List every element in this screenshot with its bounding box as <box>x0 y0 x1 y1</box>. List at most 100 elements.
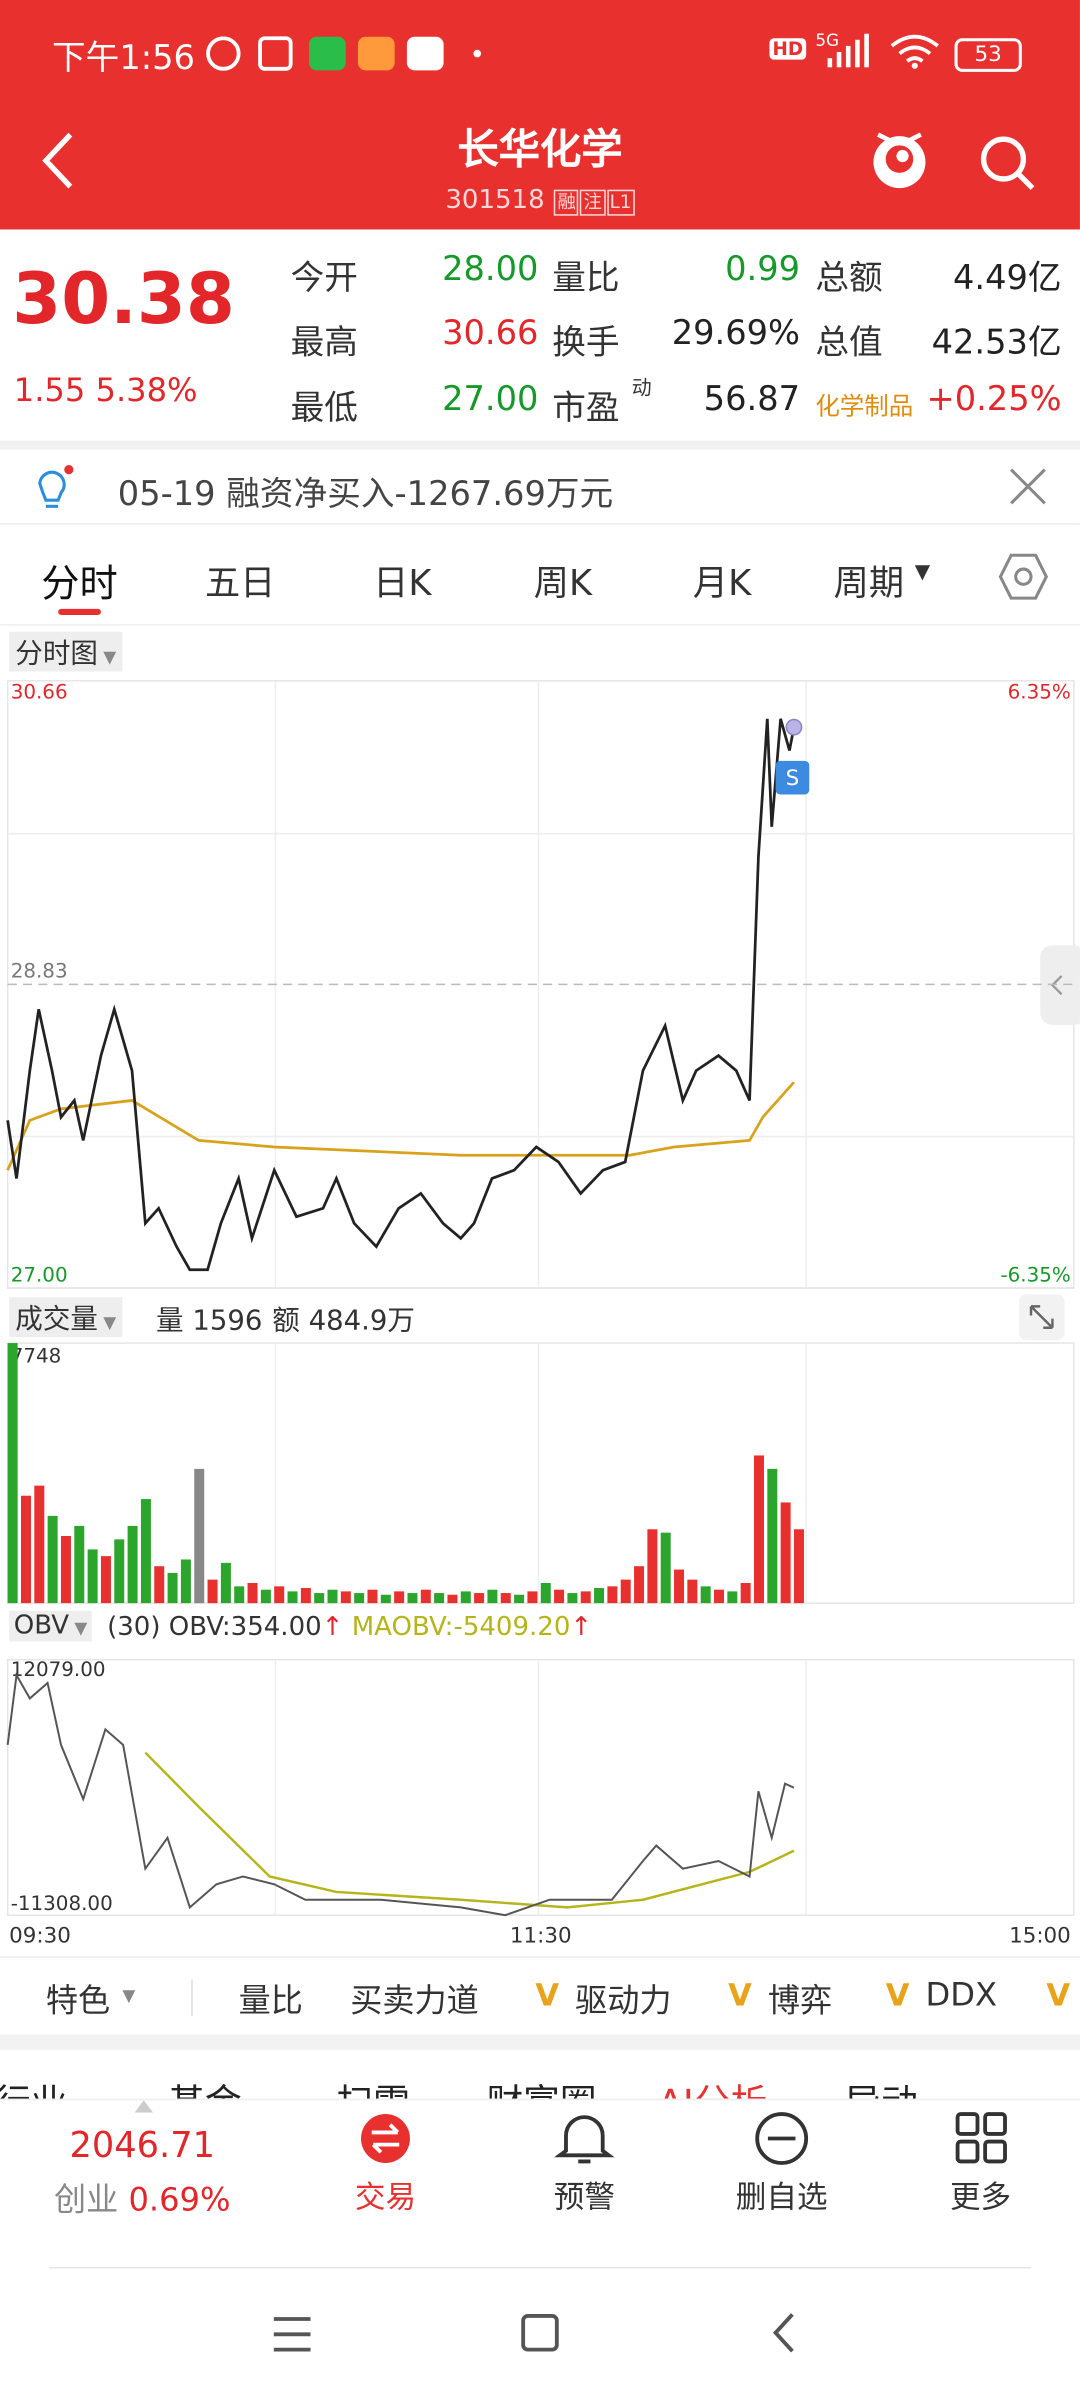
index-change: 0.69% <box>128 2181 231 2219</box>
section-tab[interactable]: 基金 <box>168 2073 241 2099</box>
y2-tick-label: -6.35% <box>1000 1263 1070 1286</box>
volume-bar <box>634 1566 645 1604</box>
volume-bar <box>793 1529 804 1604</box>
settings-icon[interactable] <box>997 551 1049 603</box>
volume-bar <box>60 1535 71 1604</box>
tab[interactable]: 五日 <box>204 564 276 605</box>
volume-bar <box>140 1499 151 1604</box>
section-tab[interactable]: AI分析 <box>658 2073 767 2099</box>
volume-bar <box>380 1594 391 1604</box>
nav-item[interactable]: 删自选 <box>735 2178 828 2216</box>
signal-text: S <box>786 766 800 791</box>
volume-bar <box>207 1579 218 1604</box>
indicator[interactable]: DDX <box>925 1976 997 2014</box>
tab[interactable]: 周期 <box>833 564 905 605</box>
obv-header: (30) OBV:354.00↑ MAOBV:-5409.20↑ <box>107 1612 592 1643</box>
volume-bar <box>167 1572 178 1604</box>
expand-icon[interactable] <box>1018 1294 1065 1341</box>
indicator[interactable]: 博弈 <box>767 1982 833 2020</box>
index-value[interactable]: 2046.71 <box>69 2126 216 2167</box>
stock-code: 301518 <box>445 185 545 216</box>
volume-bar <box>780 1502 791 1604</box>
close-icon[interactable] <box>1007 465 1050 508</box>
y-tick-label: 7748 <box>11 1344 62 1367</box>
tab[interactable]: 周K <box>533 564 593 605</box>
arrow: ↑ <box>570 1612 593 1643</box>
volume-bar <box>607 1586 618 1604</box>
tab[interactable]: 日K <box>373 564 432 605</box>
dropdown-arrow: ▼ <box>122 1985 136 2006</box>
indicator[interactable]: 买卖力道 <box>350 1982 479 2020</box>
volume-bar <box>700 1586 711 1604</box>
indicator-menu[interactable]: 特色 <box>45 1982 111 2020</box>
field-label: 总额 <box>815 260 883 299</box>
volume-bar <box>314 1593 325 1604</box>
volume-bar <box>554 1589 565 1604</box>
last-point <box>785 718 803 736</box>
price: 30.38 <box>12 256 235 340</box>
system-nav <box>273 2313 794 2353</box>
nav-item[interactable]: 交易 <box>354 2178 417 2216</box>
volume-bar <box>753 1455 764 1604</box>
notice[interactable]: 05-19 融资净买入-1267.69万元 <box>117 475 614 514</box>
chart-selector[interactable]: 分时图 ▼ <box>9 631 123 672</box>
volume-bar <box>714 1589 725 1604</box>
volume-bar <box>220 1562 231 1604</box>
volume-bar <box>7 1343 18 1604</box>
field-value: +0.25% <box>926 380 1062 420</box>
field-sup: 动 <box>631 377 652 401</box>
average-line <box>6 1081 795 1171</box>
section-tab[interactable]: 扫雷 <box>337 2073 410 2099</box>
status-time: 下午1:56 <box>52 39 195 79</box>
tags: 融注 L1 <box>553 185 635 216</box>
volume-bar <box>367 1589 378 1604</box>
volume-bar <box>740 1582 751 1604</box>
volume-bar <box>487 1589 498 1604</box>
divider <box>0 1956 1080 1959</box>
obv-selector[interactable]: OBV ▼ <box>9 1610 92 1642</box>
divider <box>0 2034 1080 2050</box>
tab[interactable]: 月K <box>692 564 752 605</box>
volume-bar <box>234 1586 245 1604</box>
volume-bar <box>594 1588 605 1604</box>
field-label: 市盈 <box>552 390 620 429</box>
volume-bar <box>647 1529 658 1604</box>
panel-frame <box>6 1658 1075 1916</box>
section-tab[interactable]: 异动 <box>844 2073 917 2099</box>
y-tick-label: 27.00 <box>11 1263 68 1286</box>
volume-bar <box>567 1593 578 1604</box>
section-tab[interactable]: 行业 <box>0 2073 67 2099</box>
volume-selector[interactable]: 成交量 ▼ <box>9 1297 123 1337</box>
nav-item[interactable]: 更多 <box>949 2178 1012 2216</box>
volume-bar <box>100 1556 111 1604</box>
bulb-icon <box>38 465 74 508</box>
volume-bar <box>687 1579 698 1604</box>
index-name: 创业 <box>53 2181 119 2219</box>
volume-bar <box>447 1594 458 1604</box>
volume-bar <box>660 1532 671 1604</box>
x-tick-label: 15:00 <box>1009 1924 1071 1949</box>
field-label: 最高 <box>290 324 358 363</box>
maobv-text: MAOBV:-5409.20 <box>351 1612 571 1643</box>
status-icons <box>206 36 482 71</box>
nav-item[interactable]: 预警 <box>553 2178 615 2216</box>
arrow: ↑ <box>321 1612 344 1643</box>
nav-icons <box>361 2112 1007 2165</box>
obv-text: (30) OBV:354.00 <box>107 1612 322 1643</box>
stock-code-line: 301518 融注 L1 <box>0 185 1080 216</box>
indicator[interactable]: 量比 <box>238 1982 303 2020</box>
volume-bar <box>540 1582 551 1604</box>
volume-bar <box>327 1589 338 1604</box>
divider <box>0 523 1080 525</box>
side-handle <box>1040 945 1080 1025</box>
up-triangle <box>134 2100 153 2113</box>
panel-frame <box>6 1342 1075 1604</box>
robot-icon[interactable] <box>869 125 936 195</box>
status-hd: HD <box>769 38 807 60</box>
tab[interactable]: 分时 <box>41 561 118 606</box>
field-label: 换手 <box>552 324 620 363</box>
section-tab[interactable]: 财富圈 <box>486 2073 596 2099</box>
search-icon[interactable] <box>976 132 1037 193</box>
indicator[interactable]: 驱动力 <box>575 1982 672 2020</box>
back-button[interactable] <box>34 130 80 191</box>
